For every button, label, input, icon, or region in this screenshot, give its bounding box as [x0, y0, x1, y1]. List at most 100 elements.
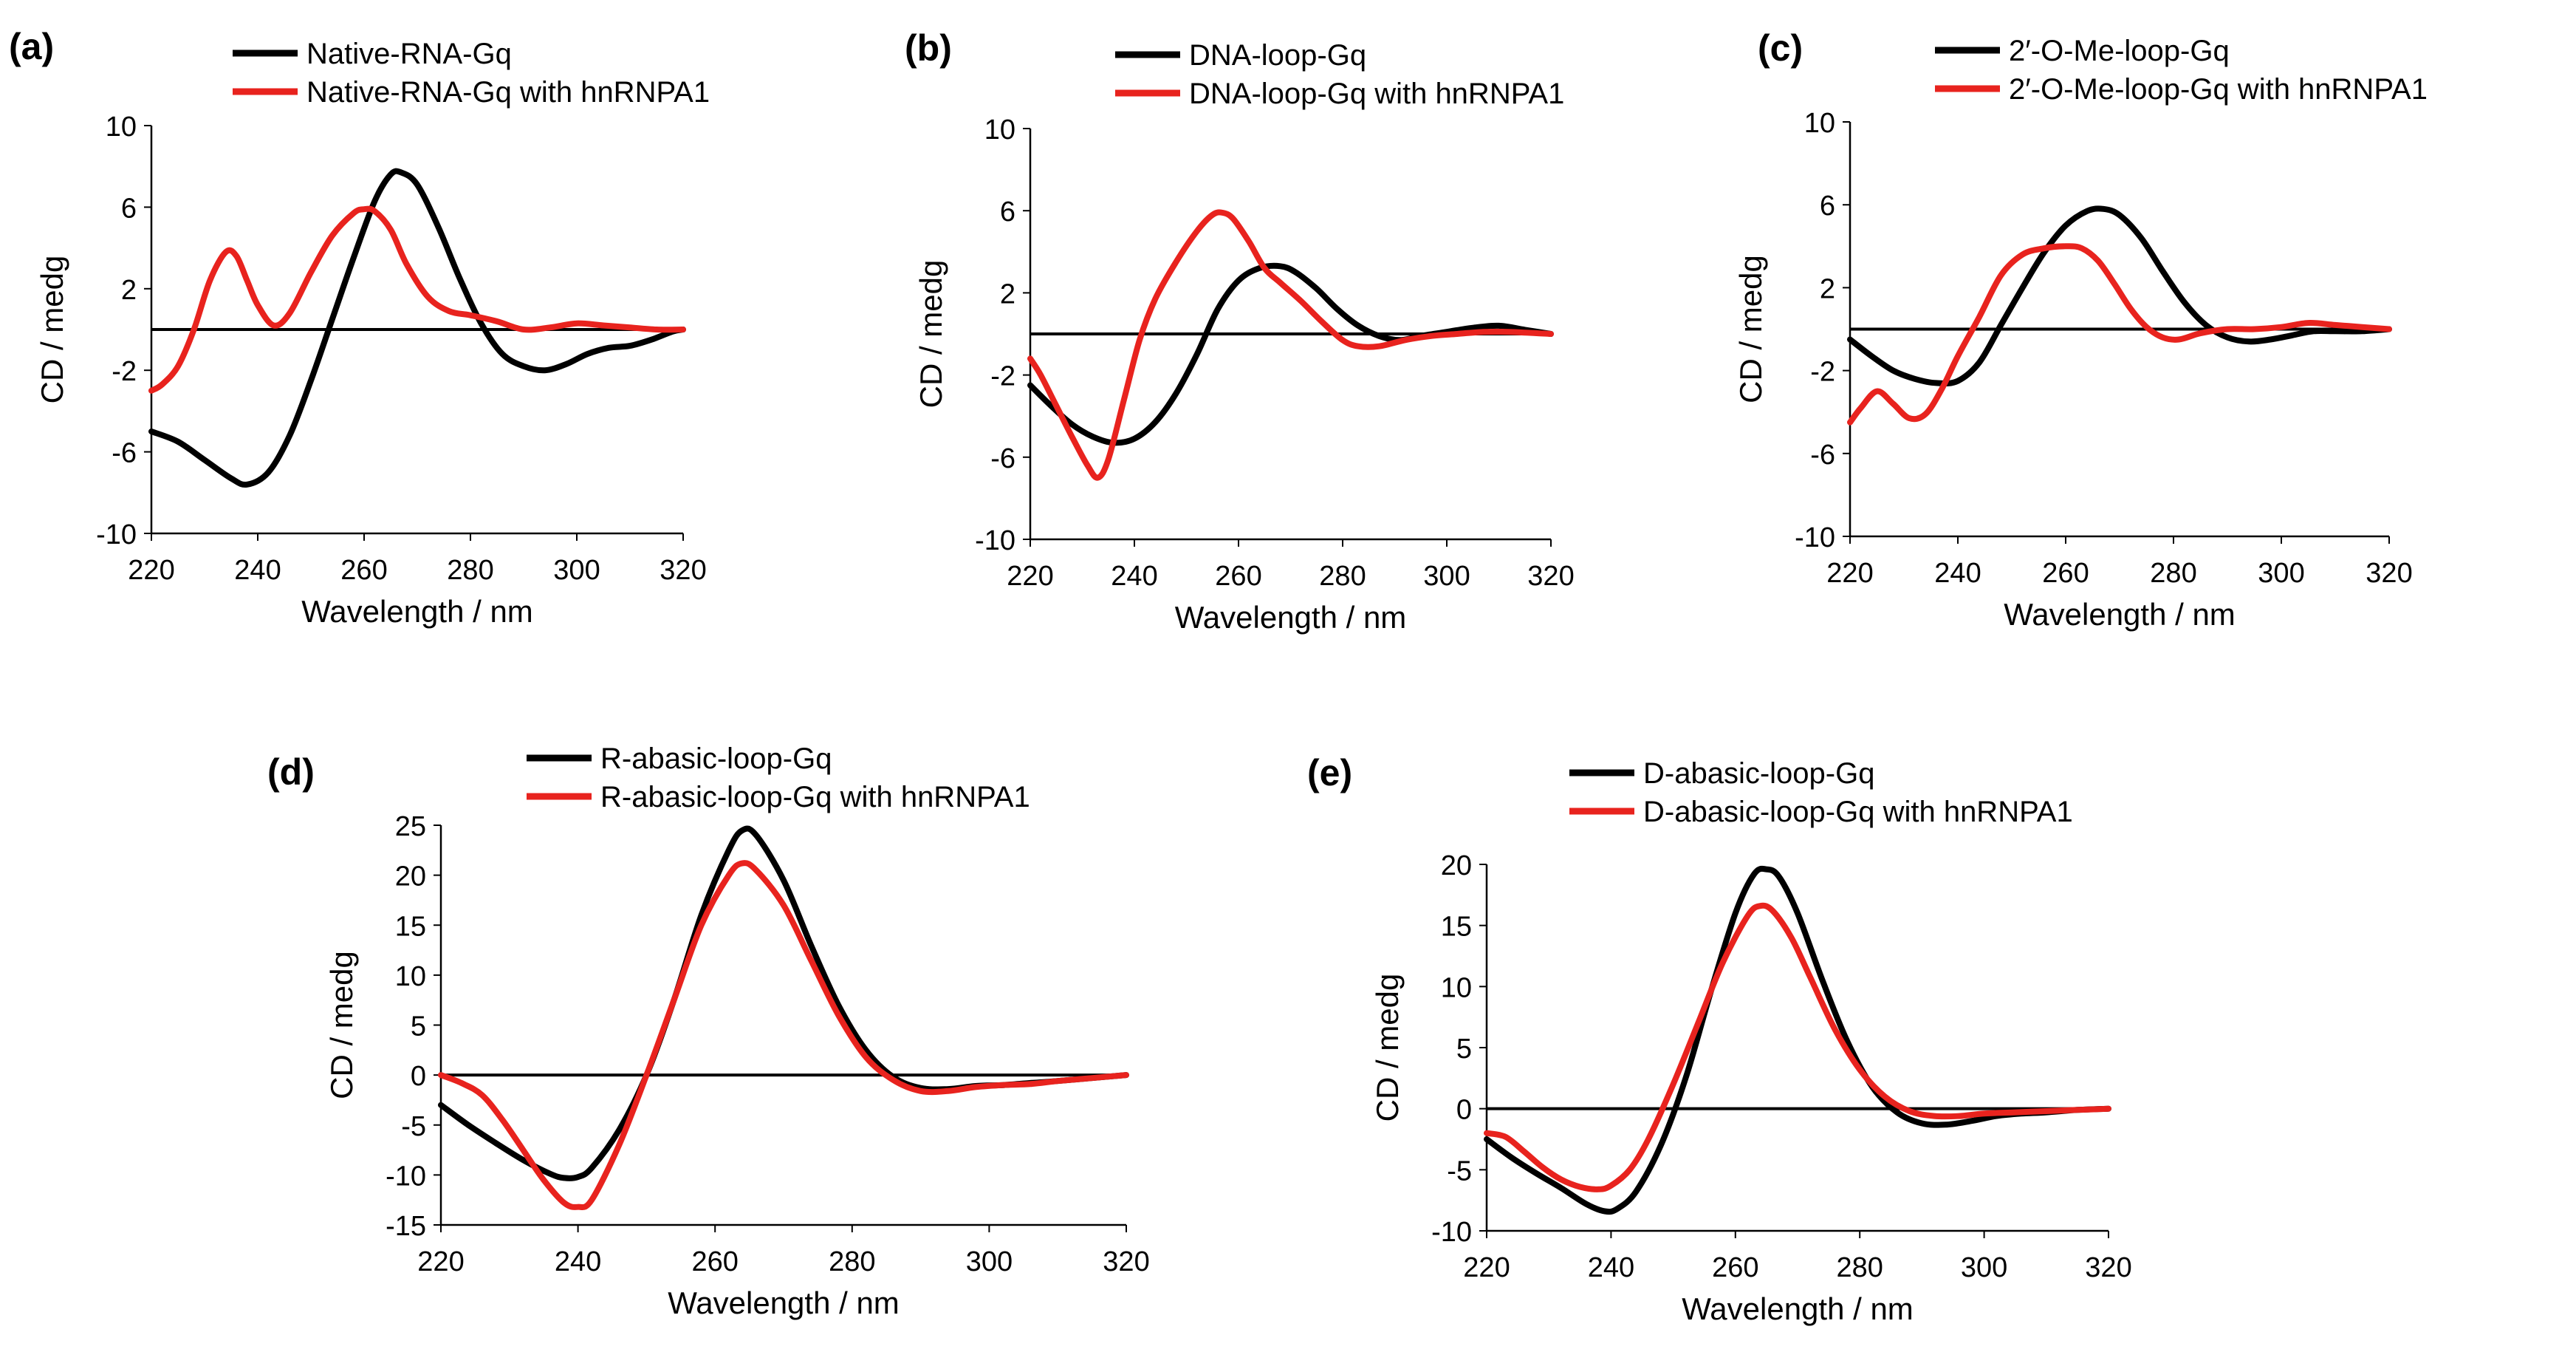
- legend-entry: D-abasic-loop-Gq: [1643, 757, 1874, 790]
- y-tick-label: 0: [411, 1061, 426, 1092]
- x-tick-label: 320: [660, 555, 706, 586]
- x-tick-label: 220: [128, 555, 174, 586]
- y-tick-label: 6: [1000, 197, 1015, 228]
- x-tick-label: 300: [966, 1246, 1013, 1277]
- y-tick-label: 2: [121, 275, 137, 306]
- panel-label: (d): [267, 751, 315, 793]
- y-tick-label: 15: [395, 911, 426, 942]
- x-tick-label: 220: [1826, 558, 1873, 589]
- chart-panel-b: (b) 10 6 2 -2 -6 -10 220 240 260 280 300 320 Waveleng…: [905, 27, 1575, 635]
- series-line-black: [148, 168, 686, 488]
- x-axis-title: Wavelength / nm: [1682, 1291, 1914, 1326]
- panel-label: (a): [9, 26, 54, 67]
- y-tick-label: -6: [112, 438, 137, 469]
- y-tick-label: -6: [1810, 440, 1835, 471]
- chart-panel-d: (d) 25 20 15 10 5 0 -5 -10 -15 220 240 260 280 300 320 W…: [267, 742, 1150, 1320]
- y-tick-label: 15: [1441, 912, 1472, 943]
- y-axis-title: CD / medg: [1370, 974, 1405, 1122]
- x-tick-label: 280: [829, 1246, 875, 1277]
- y-tick-label: -2: [1810, 357, 1835, 388]
- y-tick-label: -10: [1795, 522, 1835, 553]
- chart-panel-c: (c) 10 6 2 -2 -6 -10 220 240 260 280 300 320 Waveleng…: [1733, 27, 2428, 632]
- y-tick-label: -5: [401, 1111, 426, 1142]
- y-axis-title: CD / medg: [1733, 255, 1768, 403]
- x-tick-label: 300: [2258, 558, 2304, 589]
- series-line-red: [1847, 243, 2392, 426]
- y-tick-label: -15: [386, 1211, 426, 1242]
- y-axis-title: CD / medg: [35, 256, 69, 404]
- y-axis-title: CD / medg: [914, 260, 948, 409]
- x-tick-label: 320: [2366, 558, 2412, 589]
- x-tick-label: 280: [447, 555, 493, 586]
- y-tick-label: -5: [1447, 1155, 1472, 1187]
- series-line-black: [1484, 865, 2111, 1215]
- x-tick-label: 220: [1007, 561, 1053, 592]
- y-tick-label: -10: [96, 519, 137, 550]
- panel-label: (e): [1307, 752, 1352, 793]
- x-tick-label: 280: [2150, 558, 2196, 589]
- x-tick-label: 260: [1712, 1252, 1758, 1283]
- legend-entry: DNA-loop-Gq: [1189, 39, 1366, 72]
- x-tick-label: 260: [691, 1246, 738, 1277]
- y-tick-label: 10: [106, 112, 137, 143]
- legend-entry: Native-RNA-Gq with hnRNPA1: [306, 76, 710, 109]
- series-line-red: [438, 860, 1129, 1211]
- x-tick-label: 240: [555, 1246, 601, 1277]
- x-tick-label: 300: [1961, 1252, 2007, 1283]
- chart-panel-e: (e) 20 15 10 5 0 -5 -10 220 240 260 280 300 320 Wavele…: [1307, 752, 2132, 1326]
- x-tick-label: 240: [234, 555, 281, 586]
- legend-entry: 2′-O-Me-loop-Gq with hnRNPA1: [2009, 73, 2428, 106]
- legend-entry: R-abasic-loop-Gq: [600, 742, 832, 775]
- x-tick-label: 320: [2085, 1252, 2131, 1283]
- y-axis-title: CD / medg: [324, 951, 359, 1099]
- y-tick-label: -2: [990, 361, 1015, 392]
- y-tick-label: -2: [112, 356, 137, 387]
- series-line-black: [1847, 205, 2392, 386]
- y-tick-label: 10: [984, 115, 1015, 146]
- legend-entry: D-abasic-loop-Gq with hnRNPA1: [1643, 796, 2073, 828]
- series-line-red: [1027, 209, 1554, 481]
- legend-entry: DNA-loop-Gq with hnRNPA1: [1189, 78, 1564, 110]
- x-tick-label: 280: [1836, 1252, 1883, 1283]
- y-tick-label: 2: [1820, 273, 1835, 304]
- legend-entry: Native-RNA-Gq: [306, 38, 512, 70]
- x-tick-label: 300: [553, 555, 600, 586]
- x-tick-label: 220: [1463, 1252, 1510, 1283]
- y-tick-label: 5: [1456, 1034, 1472, 1065]
- series-line-red: [148, 205, 686, 394]
- series-line-red: [1484, 902, 2111, 1192]
- y-tick-label: 25: [395, 811, 426, 842]
- x-axis-title: Wavelength / nm: [2004, 597, 2236, 632]
- panel-label: (c): [1758, 27, 1803, 69]
- y-tick-label: 2: [1000, 279, 1015, 310]
- y-tick-label: -10: [386, 1161, 426, 1192]
- x-axis-title: Wavelength / nm: [668, 1286, 900, 1320]
- x-tick-label: 260: [1215, 561, 1261, 592]
- x-tick-label: 240: [1588, 1252, 1634, 1283]
- y-tick-label: 20: [1441, 850, 1472, 881]
- y-tick-label: 6: [1820, 191, 1835, 222]
- y-tick-label: 5: [411, 1011, 426, 1042]
- series-line-black: [438, 825, 1129, 1181]
- y-tick-label: -6: [990, 443, 1015, 474]
- y-tick-label: 20: [395, 861, 426, 892]
- x-axis-title: Wavelength / nm: [301, 594, 533, 629]
- x-axis-title: Wavelength / nm: [1175, 600, 1407, 635]
- panel-label: (b): [905, 27, 952, 69]
- y-tick-label: 10: [395, 961, 426, 992]
- x-tick-label: 280: [1319, 561, 1366, 592]
- x-tick-label: 260: [2042, 558, 2089, 589]
- y-tick-label: 0: [1456, 1095, 1472, 1126]
- x-tick-label: 220: [417, 1246, 464, 1277]
- x-tick-label: 240: [1934, 558, 1981, 589]
- x-tick-label: 320: [1527, 561, 1574, 592]
- x-tick-label: 260: [340, 555, 387, 586]
- x-tick-label: 300: [1423, 561, 1470, 592]
- legend-entry: 2′-O-Me-loop-Gq: [2009, 35, 2230, 67]
- y-tick-label: -10: [975, 525, 1015, 556]
- y-tick-label: -10: [1431, 1217, 1472, 1248]
- y-tick-label: 6: [121, 193, 137, 224]
- x-tick-label: 320: [1103, 1246, 1149, 1277]
- chart-panel-a: (a) 10 6 2 -2 -6 -10 220 240 260 280 300 320 Waveleng…: [9, 26, 710, 629]
